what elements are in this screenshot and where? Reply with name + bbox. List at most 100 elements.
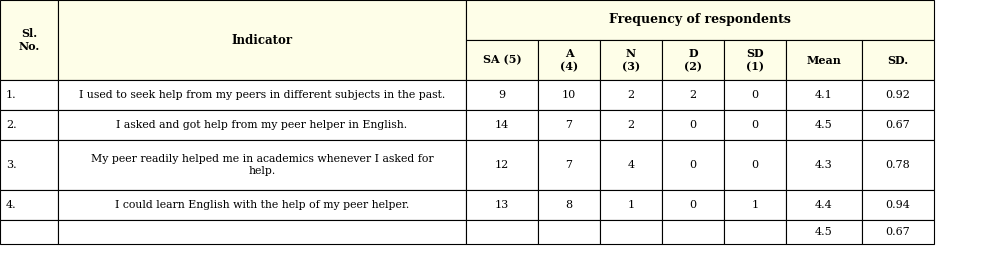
Text: 14: 14 [494, 120, 510, 130]
Bar [538, 190, 600, 220]
Bar [724, 40, 786, 80]
Bar [786, 140, 862, 190]
Text: 0.67: 0.67 [885, 227, 911, 237]
Text: 4: 4 [627, 160, 634, 170]
Text: I could learn English with the help of my peer helper.: I could learn English with the help of m… [115, 200, 409, 210]
Text: 4.: 4. [6, 200, 17, 210]
Text: I used to seek help from my peers in different subjects in the past.: I used to seek help from my peers in dif… [78, 90, 445, 100]
Text: SD.: SD. [887, 55, 909, 66]
Text: 7: 7 [566, 160, 573, 170]
Bar [786, 220, 862, 244]
Bar [724, 80, 786, 110]
Bar [786, 190, 862, 220]
Bar [786, 40, 862, 80]
Bar [862, 40, 934, 80]
Bar [786, 110, 862, 140]
Text: Mean: Mean [807, 55, 841, 66]
Bar [786, 80, 862, 110]
Bar [0, 220, 58, 244]
Bar [724, 220, 786, 244]
Text: 8: 8 [566, 200, 573, 210]
Bar [724, 190, 786, 220]
Bar [662, 110, 724, 140]
Text: 4.3: 4.3 [815, 160, 833, 170]
Text: 2: 2 [627, 90, 634, 100]
Text: I asked and got help from my peer helper in English.: I asked and got help from my peer helper… [117, 120, 408, 130]
Text: 10: 10 [562, 90, 576, 100]
Bar [724, 110, 786, 140]
Text: 4.5: 4.5 [815, 227, 833, 237]
Bar [538, 40, 600, 80]
Bar [662, 140, 724, 190]
Bar [0, 190, 58, 220]
Bar [466, 220, 538, 244]
Text: 3.: 3. [6, 160, 17, 170]
Text: 4.5: 4.5 [815, 120, 833, 130]
Bar [600, 190, 662, 220]
Text: 4.4: 4.4 [815, 200, 833, 210]
Text: 0.92: 0.92 [885, 90, 911, 100]
Bar [600, 140, 662, 190]
Bar [862, 110, 934, 140]
Text: Indicator: Indicator [231, 34, 292, 46]
Text: 1: 1 [627, 200, 634, 210]
Text: 2: 2 [689, 90, 696, 100]
Text: 2: 2 [627, 120, 634, 130]
Bar [58, 220, 466, 244]
Bar [0, 140, 58, 190]
Bar [600, 80, 662, 110]
Bar [466, 40, 538, 80]
Text: 0: 0 [752, 90, 759, 100]
Text: SA (5): SA (5) [482, 55, 522, 66]
Text: My peer readily helped me in academics whenever I asked for
help.: My peer readily helped me in academics w… [90, 154, 433, 176]
Bar [58, 190, 466, 220]
Text: 13: 13 [494, 200, 510, 210]
Bar [538, 80, 600, 110]
Text: 0.78: 0.78 [885, 160, 911, 170]
Bar [466, 80, 538, 110]
Bar [538, 220, 600, 244]
Bar [58, 80, 466, 110]
Text: 0.94: 0.94 [885, 200, 911, 210]
Bar [862, 190, 934, 220]
Text: Sl.
No.: Sl. No. [18, 28, 39, 52]
Bar [662, 220, 724, 244]
Bar [466, 140, 538, 190]
Bar [0, 80, 58, 110]
Text: 0.67: 0.67 [885, 120, 911, 130]
Bar [58, 0, 466, 80]
Text: Frequency of respondents: Frequency of respondents [609, 13, 791, 26]
Text: 0: 0 [689, 120, 696, 130]
Text: 0: 0 [752, 120, 759, 130]
Text: SD
(1): SD (1) [746, 48, 764, 72]
Text: 0: 0 [752, 160, 759, 170]
Bar [538, 140, 600, 190]
Text: 7: 7 [566, 120, 573, 130]
Bar [58, 110, 466, 140]
Bar [862, 220, 934, 244]
Bar [600, 220, 662, 244]
Bar [600, 110, 662, 140]
Bar [466, 190, 538, 220]
Text: 1: 1 [752, 200, 759, 210]
Bar [662, 190, 724, 220]
Bar [862, 140, 934, 190]
Bar [724, 140, 786, 190]
Bar [538, 110, 600, 140]
Text: 12: 12 [494, 160, 510, 170]
Bar [466, 110, 538, 140]
Bar [0, 110, 58, 140]
Text: D
(2): D (2) [684, 48, 702, 72]
Text: 0: 0 [689, 200, 696, 210]
Text: 2.: 2. [6, 120, 17, 130]
Bar [862, 80, 934, 110]
Text: N
(3): N (3) [622, 48, 640, 72]
Bar [662, 40, 724, 80]
Bar [0, 0, 58, 80]
Text: 1.: 1. [6, 90, 17, 100]
Text: 4.1: 4.1 [815, 90, 833, 100]
Bar [58, 140, 466, 190]
Text: A
(4): A (4) [560, 48, 578, 72]
Text: 0: 0 [689, 160, 696, 170]
Bar [466, 0, 934, 40]
